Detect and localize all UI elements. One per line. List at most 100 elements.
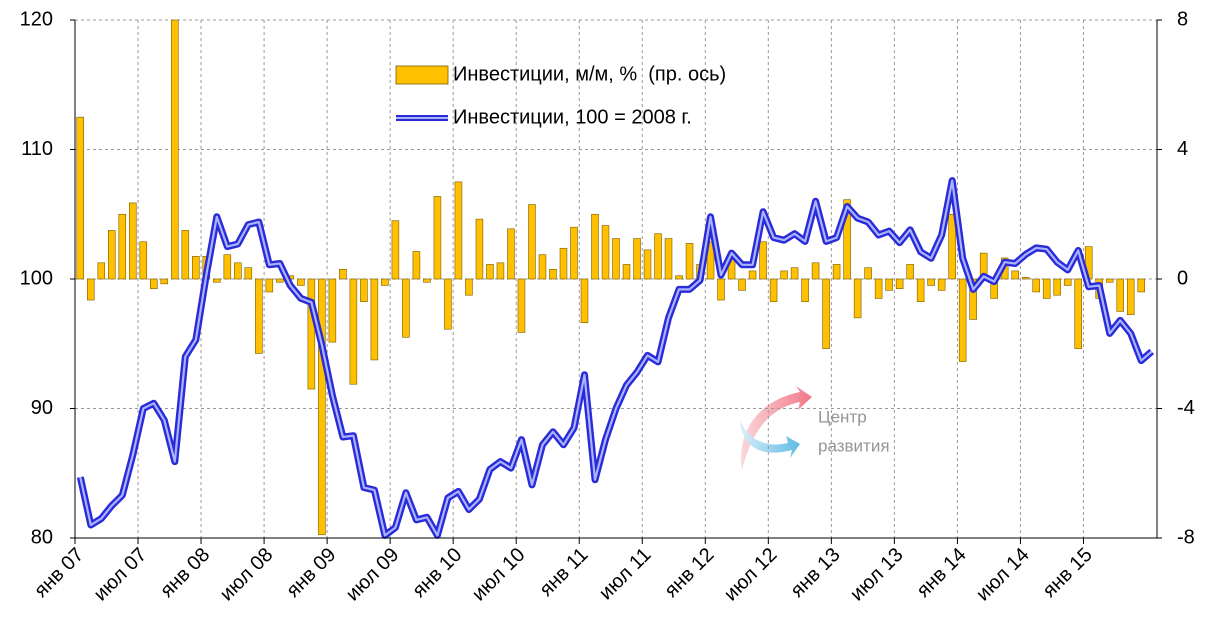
bar	[948, 213, 956, 280]
bar	[192, 256, 200, 280]
bar	[538, 254, 547, 280]
bar	[213, 278, 221, 283]
x-tick-label: июл 09	[342, 544, 404, 606]
bar	[1137, 278, 1146, 293]
bar	[927, 278, 935, 286]
bar	[591, 213, 599, 280]
bar	[402, 278, 410, 338]
bar	[633, 238, 641, 280]
bar	[937, 278, 946, 291]
bar	[1126, 278, 1135, 315]
bar	[832, 264, 841, 280]
bar	[276, 278, 284, 283]
bar	[465, 278, 473, 296]
x-tick-label: янв 12	[660, 544, 718, 602]
bar	[475, 218, 484, 280]
bar	[360, 278, 368, 302]
bar	[738, 278, 746, 291]
bar	[97, 262, 106, 280]
x-tick-label: июл 10	[468, 544, 530, 606]
bar	[307, 278, 316, 390]
bar	[864, 267, 872, 280]
bar	[1116, 278, 1124, 312]
bar	[297, 278, 305, 286]
bar	[895, 278, 904, 290]
bar	[370, 278, 379, 361]
x-tick-label: июл 12	[720, 544, 782, 606]
bar	[822, 278, 830, 349]
bar	[1105, 278, 1114, 283]
bar	[223, 254, 232, 280]
bar	[717, 278, 725, 301]
line-highlight	[79, 179, 1153, 537]
bar	[874, 278, 883, 299]
bar	[139, 241, 148, 280]
bar	[759, 241, 767, 280]
y-tick-label: 80	[31, 526, 53, 548]
y-tick-label: 90	[31, 397, 53, 419]
line	[76, 177, 1154, 539]
x-tick-label: июл 08	[216, 544, 278, 606]
bar	[86, 278, 95, 301]
bar	[433, 196, 442, 280]
y-tick-label: 120	[20, 8, 53, 30]
bar	[486, 264, 494, 280]
bar	[748, 270, 757, 280]
y-tick-label: 100	[20, 267, 53, 289]
y2-tick-label: 8	[1177, 8, 1188, 30]
legend-swatch	[395, 65, 449, 85]
legend-label: Инвестиции, 100 = 2008 г.	[453, 106, 692, 128]
bar	[622, 264, 631, 280]
bar	[528, 204, 536, 280]
bar	[328, 278, 337, 343]
x-tick-label: янв 14	[912, 544, 970, 602]
logo-arrow	[741, 386, 812, 470]
bar	[496, 262, 505, 280]
bar	[412, 251, 421, 280]
y2-tick-label: 4	[1177, 138, 1188, 160]
bar	[1042, 278, 1051, 299]
y2-tick-label: -8	[1177, 526, 1195, 548]
bar	[906, 264, 914, 280]
x-tick-label: янв 08	[156, 544, 214, 602]
bar	[76, 116, 85, 280]
bar	[118, 213, 127, 280]
bar	[853, 278, 862, 319]
x-tick-label: янв 15	[1039, 544, 1097, 602]
bar	[769, 278, 778, 302]
bar	[244, 267, 253, 280]
bar	[780, 270, 788, 280]
bar	[612, 238, 620, 280]
bar	[958, 278, 967, 362]
bar	[1063, 278, 1072, 286]
bar	[181, 230, 190, 280]
legend-label: Инвестиции, м/м, % (пр. ось)	[453, 63, 726, 85]
bar	[234, 262, 242, 280]
x-tick-label: июл 13	[846, 544, 908, 606]
bar	[160, 278, 169, 285]
logo-arrow	[740, 420, 800, 458]
bar	[108, 230, 116, 280]
bar	[265, 278, 274, 293]
bar	[1032, 278, 1040, 293]
bar	[444, 278, 452, 330]
bar	[675, 275, 683, 280]
bar	[129, 202, 137, 280]
x-tick-label: янв 11	[535, 544, 592, 601]
bar	[507, 228, 515, 280]
bar	[559, 247, 568, 280]
x-tick-label: июл 14	[972, 544, 1034, 606]
bar	[916, 278, 925, 302]
x-tick-label: янв 07	[30, 544, 88, 602]
bar	[454, 181, 463, 280]
bar	[654, 233, 662, 280]
bar	[423, 278, 431, 283]
bar	[580, 278, 589, 324]
bar	[1074, 278, 1082, 349]
bar	[391, 220, 400, 280]
bar	[811, 262, 820, 280]
watermark-text: развития	[818, 436, 890, 455]
bar	[885, 278, 893, 291]
